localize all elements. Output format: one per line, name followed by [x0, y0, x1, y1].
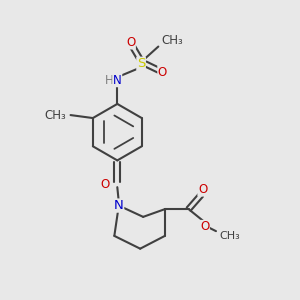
Text: O: O: [100, 178, 110, 191]
Text: S: S: [137, 57, 145, 70]
Text: O: O: [198, 183, 207, 196]
Text: O: O: [126, 36, 135, 49]
Text: N: N: [113, 74, 122, 87]
Text: CH₃: CH₃: [44, 109, 66, 122]
Text: CH₃: CH₃: [219, 232, 240, 242]
Text: H: H: [105, 74, 113, 87]
Text: O: O: [200, 220, 209, 233]
Text: CH₃: CH₃: [161, 34, 183, 46]
Text: N: N: [114, 199, 124, 212]
Text: O: O: [158, 66, 167, 79]
